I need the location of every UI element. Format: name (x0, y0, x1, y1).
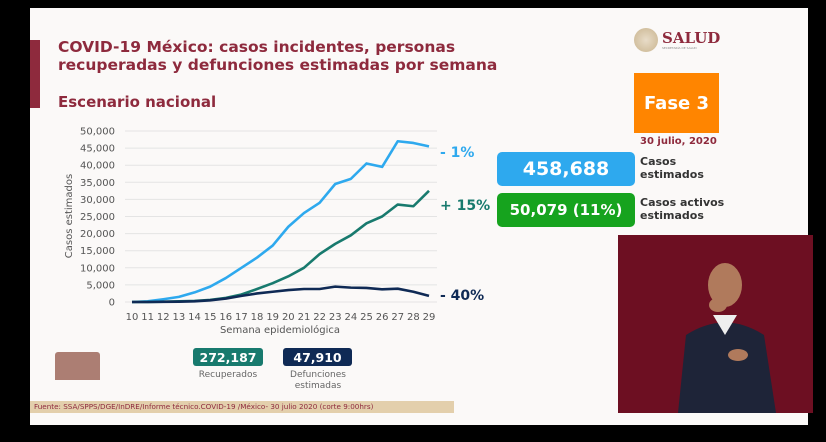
recuperados-value: 272,187 (193, 348, 263, 366)
y-axis-label: Casos estimados (64, 174, 75, 258)
x-tick-label: 23 (329, 312, 342, 323)
y-tick-label: 5,000 (86, 280, 115, 291)
end-label-recuperados: + 15% (440, 198, 490, 214)
recuperados-label: Recuperados (198, 370, 258, 380)
x-tick-label: 22 (313, 312, 326, 323)
y-tick-label: 10,000 (80, 263, 115, 274)
defunciones-label: Defunciones estimadas (290, 370, 346, 391)
x-tick-label: 12 (157, 312, 170, 323)
x-tick-label: 26 (376, 312, 389, 323)
x-tick-label: 24 (344, 312, 357, 323)
title-accent-bar (30, 40, 40, 108)
source-footer: Fuente: SSA/SPPS/DGE/InDRE/Informe técni… (30, 401, 454, 413)
logo-text: SALUD (662, 28, 721, 47)
casos-estimados-label: Casos estimados (640, 155, 704, 181)
page-title: COVID-19 México: casos incidentes, perso… (58, 38, 498, 74)
x-tick-label: 29 (423, 312, 436, 323)
y-tick-label: 25,000 (80, 212, 115, 223)
x-tick-label: 15 (204, 312, 217, 323)
x-tick-label: 14 (188, 312, 201, 323)
end-label-defunciones: - 40% (440, 288, 484, 304)
casos-activos-label: Casos activos estimados (640, 196, 725, 222)
x-tick-label: 25 (360, 312, 373, 323)
series-line-casos (131, 139, 430, 304)
y-tick-label: 0 (109, 298, 115, 309)
y-tick-label: 15,000 (80, 246, 115, 257)
casos-activos-value: 50,079 (11%) (497, 193, 635, 227)
series-line-defunciones (132, 285, 430, 304)
x-tick-label: 27 (391, 312, 404, 323)
y-tick-label: 20,000 (80, 229, 115, 240)
end-label-casos: - 1% (440, 145, 474, 161)
x-tick-label: 11 (141, 312, 154, 323)
historic-figures-emblem (55, 352, 100, 380)
y-tick-label: 40,000 (80, 161, 115, 172)
mexico-seal-icon (634, 28, 658, 52)
y-tick-label: 35,000 (80, 178, 115, 189)
sign-language-interpreter-video (618, 235, 813, 413)
page-subtitle: Escenario nacional (58, 93, 217, 111)
x-tick-label: 17 (235, 312, 248, 323)
x-axis-label: Semana epidemiológica (220, 324, 340, 336)
x-tick-label: 28 (407, 312, 420, 323)
phase-badge: Fase 3 (634, 73, 719, 133)
y-tick-label: 45,000 (80, 144, 115, 155)
casos-estimados-value: 458,688 (497, 152, 635, 186)
x-tick-label: 18 (251, 312, 264, 323)
x-tick-label: 13 (173, 312, 186, 323)
phase-date: 30 julio, 2020 (640, 136, 717, 147)
x-tick-label: 20 (282, 312, 295, 323)
x-tick-label: 19 (266, 312, 279, 323)
x-tick-label: 10 (126, 312, 139, 323)
x-tick-label: 21 (298, 312, 311, 323)
y-tick-label: 30,000 (80, 195, 115, 206)
x-tick-label: 16 (219, 312, 232, 323)
y-tick-label: 50,000 (80, 127, 115, 138)
logo-subtext: SECRETARÍA DE SALUD (662, 45, 697, 50)
salud-logo: SALUD SECRETARÍA DE SALUD (634, 28, 720, 52)
defunciones-value: 47,910 (283, 348, 352, 366)
